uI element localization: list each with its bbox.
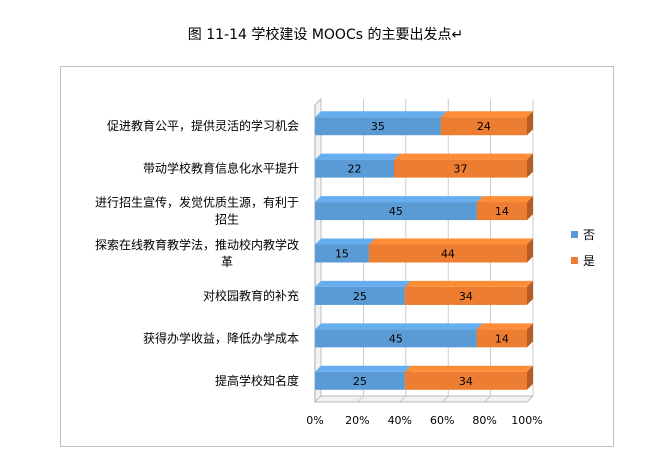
x-tick-label: 40%	[388, 414, 412, 427]
x-tick-label: 60%	[430, 414, 454, 427]
bar-top-face	[404, 365, 533, 372]
bar-shi	[394, 159, 527, 178]
data-label: 14	[495, 332, 509, 345]
gridline-floor	[314, 395, 322, 403]
data-label: 45	[389, 205, 403, 218]
chart-frame: 0% 20% 40% 60% 80% 100% 35 24 促进教育公平，提供灵活的学习机会 22…	[60, 66, 614, 447]
bar-side-face	[527, 153, 533, 178]
category-label: 促进教育公平，提供灵活的学习机会	[107, 118, 299, 133]
gridline-floor	[399, 395, 407, 403]
bar-side-face	[527, 111, 533, 136]
category-label: 革	[221, 255, 233, 269]
plot-floor	[314, 395, 534, 403]
category-label: 获得办学收益，降低办学成本	[143, 330, 299, 345]
gridline-floor	[484, 395, 491, 403]
x-tick-label: 80%	[472, 414, 496, 427]
bar-top-face	[315, 111, 447, 118]
bar-shi	[476, 329, 527, 348]
bar-top-face	[315, 323, 483, 330]
bar-fou	[315, 159, 395, 178]
bar-top-face	[315, 153, 401, 160]
data-label: 44	[441, 248, 455, 261]
data-label: 34	[459, 290, 473, 303]
bar-side-face	[527, 365, 533, 390]
x-tick-label: 100%	[511, 414, 542, 427]
gridline-floor	[357, 395, 364, 403]
bar-side-face	[527, 280, 533, 305]
bar-top-face	[394, 153, 533, 160]
legend-label: 否	[583, 228, 595, 242]
bar-fou	[315, 244, 369, 263]
bar-top-face	[315, 238, 375, 245]
gridline-floor	[441, 395, 449, 403]
data-label: 25	[353, 375, 367, 388]
data-label: 24	[477, 120, 491, 133]
bar-fou	[315, 371, 405, 390]
data-label: 15	[335, 248, 349, 261]
bar-top-face	[315, 196, 483, 203]
chart-caption: 图 11-14 学校建设 MOOCs 的主要出发点↵	[187, 27, 464, 43]
data-label: 35	[371, 120, 385, 133]
bar-side-face	[527, 323, 533, 348]
bar-fou	[315, 202, 477, 221]
bar-top-face	[476, 196, 533, 203]
legend-swatch	[571, 257, 578, 264]
bar-chart: 0% 20% 40% 60% 80% 100% 35 24 促进教育公平，提供灵活的学习机会 22…	[95, 98, 595, 427]
bar-top-face	[368, 238, 533, 245]
data-label: 22	[348, 163, 362, 176]
bar-top-face	[404, 280, 533, 287]
data-label: 25	[353, 290, 367, 303]
bar-fou	[315, 286, 405, 305]
legend-swatch	[571, 231, 578, 238]
bar-shi	[404, 371, 527, 390]
data-label: 45	[389, 332, 403, 345]
bar-top-face	[476, 323, 533, 330]
data-label: 37	[454, 163, 468, 176]
x-tick-label: 20%	[345, 414, 369, 427]
category-label: 对校园教育的补充	[203, 288, 299, 303]
bar-shi	[404, 286, 527, 305]
bar-top-face	[315, 280, 411, 287]
category-label: 进行招生宣传，发觉优质生源，有利于	[95, 195, 299, 210]
data-label: 14	[495, 205, 509, 218]
x-tick-label: 0%	[306, 414, 323, 427]
bar-fou	[315, 117, 441, 136]
category-label: 探索在线教育教学法，推动校内教学改	[95, 237, 299, 252]
bar-top-face	[315, 365, 411, 372]
category-label: 招生	[215, 213, 239, 227]
bar-shi	[440, 117, 527, 136]
bar-shi	[368, 244, 527, 263]
bar-side-face	[527, 238, 533, 263]
bar-shi	[476, 202, 527, 221]
data-label: 34	[459, 375, 473, 388]
bar-side-face	[527, 196, 533, 221]
category-label: 带动学校教育信息化水平提升	[143, 161, 299, 176]
gridline-floor	[526, 395, 534, 403]
legend-label: 是	[583, 254, 595, 268]
category-label: 提高学校知名度	[215, 373, 299, 388]
bar-top-face	[440, 111, 533, 118]
bar-fou	[315, 329, 477, 348]
